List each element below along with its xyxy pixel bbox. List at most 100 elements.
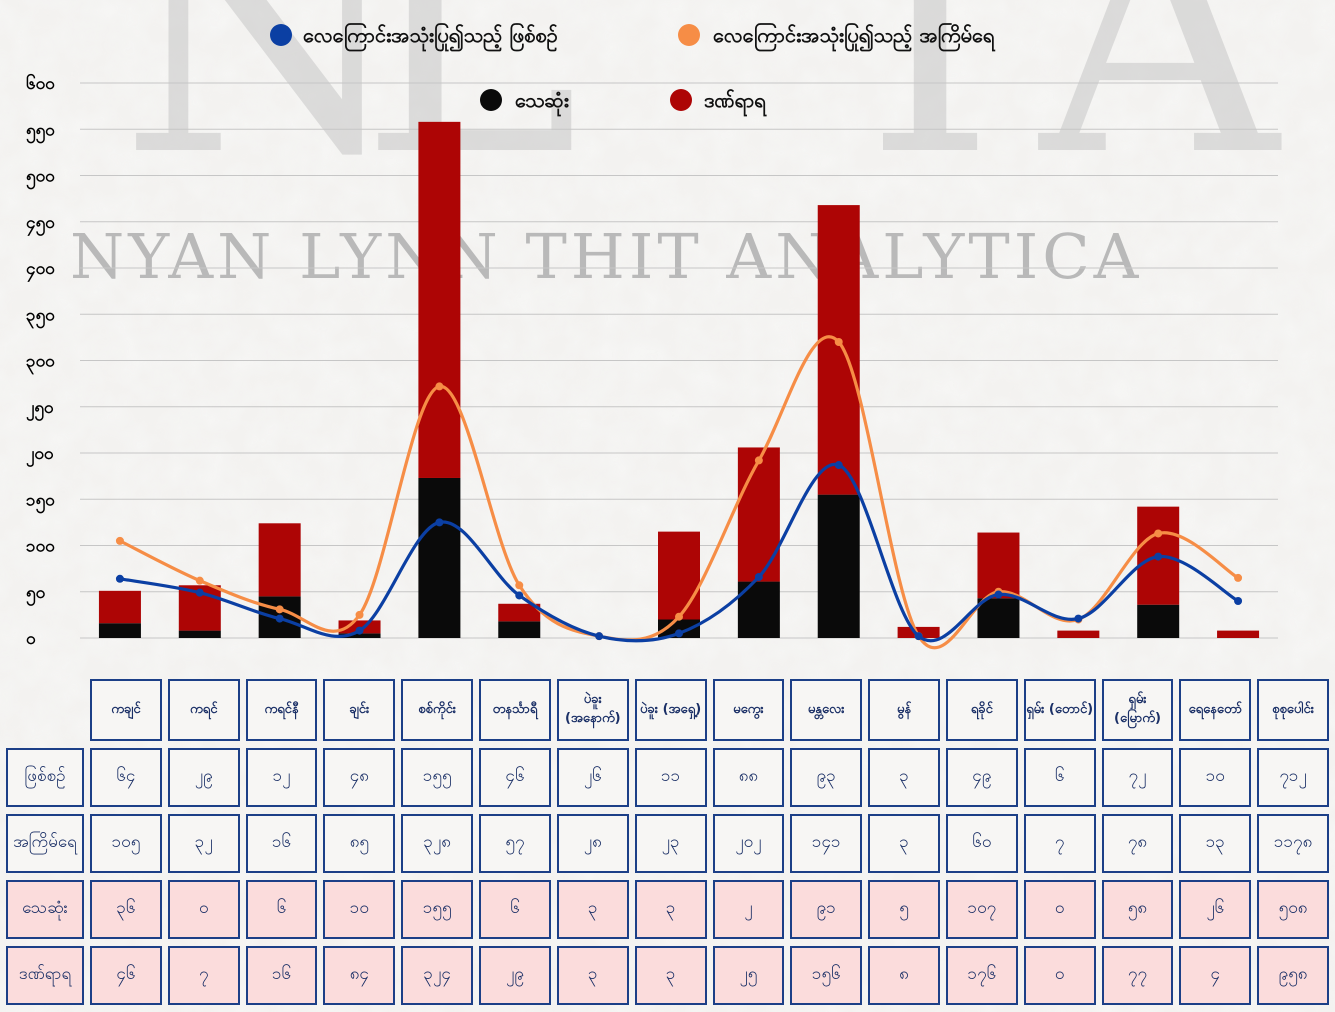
- table-cell: ၄၆: [90, 946, 162, 1005]
- line-incidents-point: [914, 632, 923, 641]
- table-cell: ၈၈: [712, 748, 785, 807]
- line-incidents-point: [1234, 597, 1243, 605]
- line-times-point: [675, 612, 683, 621]
- table-cell: ၂၆: [1179, 880, 1252, 939]
- header-cell: ရှမ်း (တောင်): [1023, 679, 1096, 741]
- y-tick-label: ၂၅၀: [26, 398, 54, 422]
- row-label: အကြိမ်ရေ: [6, 814, 84, 873]
- watermark-letter: T: [820, 0, 1042, 228]
- lines: [115, 335, 1243, 650]
- header-cell: ကရင်: [167, 679, 240, 741]
- y-tick-label: ၂၀၀: [26, 444, 54, 468]
- table-cell: ၀: [1023, 946, 1096, 1005]
- table-cell: ၇: [1023, 814, 1096, 873]
- bar-deaths: [817, 494, 860, 638]
- table-cell: ၃: [868, 748, 940, 807]
- table-cell: ၂၃: [634, 814, 707, 873]
- row-label: သေဆုံး: [6, 880, 84, 939]
- table-cell: ၂၆: [556, 748, 629, 807]
- legend-swatch-deaths: [480, 89, 502, 111]
- table-cell: ၂: [712, 880, 785, 939]
- bar-deaths: [338, 633, 381, 638]
- line-incidents-point: [754, 572, 763, 581]
- watermark: N L T A NYAN LYNN THIT ANALYTICA: [70, 0, 1282, 293]
- line-times-point: [355, 610, 364, 619]
- line-times-point: [195, 576, 204, 585]
- line-incidents-point: [595, 632, 604, 641]
- table-cell: ၁၆: [245, 946, 318, 1005]
- line-times-point: [754, 456, 763, 465]
- table-cell: ၃: [634, 880, 707, 939]
- line-times-point: [115, 536, 124, 545]
- row-label: ဖြစ်စဉ်: [6, 748, 84, 807]
- table-cell: ၆: [479, 880, 551, 939]
- header-cell: ကရင်နီ: [245, 679, 318, 741]
- line-incidents-point: [275, 614, 284, 623]
- table-cell: ၃: [634, 946, 707, 1005]
- table-cell: ၆: [1023, 748, 1096, 807]
- table-cell: ၄၉: [945, 748, 1018, 807]
- header-cell: ချင်း: [323, 679, 396, 741]
- table-cell: ၈၄: [323, 946, 396, 1005]
- table-cell: ၃: [556, 880, 629, 939]
- watermark-letter: N: [120, 0, 409, 228]
- table-row-times: အကြိမ်ရေ ၁၀၅ ၃၂ ၁၆ ၈၅ ၃၂၈ ၅၇ ၂၈ ၂၃ ၂၀၂ ၁…: [6, 814, 1329, 873]
- bar-injuries: [658, 531, 700, 620]
- bar-deaths: [498, 621, 541, 638]
- table-cell: ၈၅: [323, 814, 396, 873]
- table-cell: ၃၂၈: [401, 814, 474, 873]
- table-cell: ၄၆: [479, 748, 551, 807]
- table-cell: ၁၁: [634, 748, 707, 807]
- row-label: ဒဏ်ရာရ: [6, 946, 84, 1005]
- y-tick-label: ၆၀၀: [26, 72, 55, 94]
- bar-deaths: [98, 623, 141, 638]
- bar-injuries: [498, 603, 541, 622]
- legend-swatch-times: [678, 24, 700, 46]
- header-cell: မွန်: [868, 679, 940, 741]
- y-tick-label: ၄၅၀: [26, 213, 55, 237]
- table-cell: ၃၆: [90, 880, 162, 939]
- bar-injuries: [1217, 630, 1260, 638]
- table-cell: ၀: [167, 880, 240, 939]
- table-cell: ၁၆: [245, 814, 318, 873]
- table-cell: ၅: [868, 880, 940, 939]
- legend-label-injuries: ဒဏ်ရာရ: [704, 88, 766, 117]
- table-cell: ၇၂: [1101, 748, 1174, 807]
- table-cell: ၁၅၆: [790, 946, 863, 1005]
- y-tick-label: ၃၀၀: [26, 352, 55, 376]
- bar-injuries: [418, 121, 461, 478]
- table-cell: ၂၉: [167, 748, 240, 807]
- y-tick-label: ၀: [26, 629, 36, 649]
- line-incidents-point: [115, 574, 124, 583]
- line-incidents-point: [834, 461, 843, 470]
- y-tick-label: ၁၀၀: [26, 537, 55, 557]
- table-cell: ၁၂: [245, 748, 318, 807]
- table-cell: ၁၀၅: [90, 814, 162, 873]
- line-incidents-point: [1154, 552, 1163, 561]
- table-cell: ၅၀၈: [1257, 880, 1329, 939]
- table-cell: ၇၇: [1101, 946, 1174, 1005]
- table-cell: ၁၀: [1179, 748, 1252, 807]
- line-incidents-point: [1074, 614, 1083, 623]
- table-cell: ၁၃: [1179, 814, 1252, 873]
- bar-deaths: [1137, 604, 1180, 638]
- table-cell: ၁၅၅: [401, 880, 474, 939]
- table-cell: ၁၄၁: [790, 814, 863, 873]
- watermark-letter: L: [360, 0, 579, 228]
- table-cell: ၃၂၄: [401, 946, 474, 1005]
- y-axis-ticks: ၀ ၅၀ ၁၀၀ ၁၅၀ ၂၀၀ ၂၅၀ ၃၀၀ ၃၅၀ ၄၀၀ ၄၅၀ ၅၀၀ ၅၅၀ ၆၀၀: [26, 72, 55, 649]
- line-incidents-point: [515, 591, 524, 600]
- table-cell: ၇၈: [1101, 814, 1174, 873]
- table-row-deaths: သေဆုံး ၃၆ ၀ ၆ ၁၀ ၁၅၅ ၆ ၃ ၃ ၂ ၉၁ ၅ ၁၀၇ ၀ …: [6, 880, 1329, 939]
- table-cell: ၉၃: [790, 748, 863, 807]
- table-cell: ၂၈: [556, 814, 629, 873]
- table-cell: ၄: [1179, 946, 1252, 1005]
- table-cell: ၈: [868, 946, 940, 1005]
- header-cell: မကွေး: [712, 679, 785, 741]
- table-cell: ၇: [167, 946, 240, 1005]
- table-cell: ၁၀: [323, 880, 396, 939]
- header-cell: စုစုပေါင်း: [1257, 679, 1329, 741]
- stacked-bar-line-chart: N L T A NYAN LYNN THIT ANALYTICA ၀ ၅၀ ၁၀၀ ၁…: [26, 0, 1282, 650]
- line-incidents-point: [994, 590, 1003, 599]
- line-incidents: [119, 462, 1239, 643]
